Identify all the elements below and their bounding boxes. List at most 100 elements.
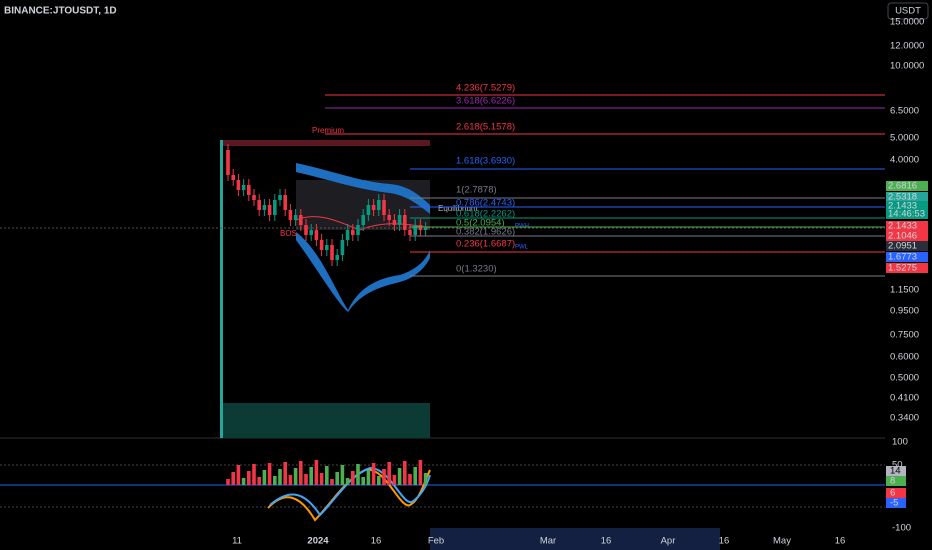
price-label: 0.9500 xyxy=(890,306,919,317)
volume-bar xyxy=(340,465,345,485)
volume-bar xyxy=(366,470,371,485)
equilibrium-label: Equilibrium xyxy=(438,204,478,213)
indicator-tag-label: -5 xyxy=(890,498,898,509)
candle-body xyxy=(257,200,261,210)
volume-bar xyxy=(397,468,402,485)
time-range-highlight xyxy=(430,528,720,550)
price-tag xyxy=(886,201,928,211)
price-label: 1.1500 xyxy=(890,285,919,296)
fib-label: 0.5(2.0954) xyxy=(456,218,505,229)
candle-body xyxy=(314,230,319,240)
fib-label: 0(1.3230) xyxy=(456,264,497,275)
candle-body xyxy=(236,180,241,190)
candle-body xyxy=(252,195,256,200)
volume-bar xyxy=(387,462,391,485)
volume-bar xyxy=(423,473,428,485)
price-tag xyxy=(886,263,928,273)
price-tag-label: 14:46:53 xyxy=(888,209,925,220)
volume-bar xyxy=(231,472,235,485)
indicator-axis-label: -100 xyxy=(892,523,911,534)
volume-bar xyxy=(273,476,277,485)
candle-body xyxy=(356,225,360,235)
price-tag-label: 2.1046 xyxy=(888,231,917,242)
candle-body xyxy=(423,228,428,230)
candle-body xyxy=(361,215,365,225)
volume-bar xyxy=(403,461,407,485)
fib-label: 0.618(2.2262) xyxy=(456,209,515,220)
price-label: 0.5000 xyxy=(890,373,919,384)
candle-body xyxy=(231,175,235,180)
volume-bar xyxy=(371,463,376,485)
pwl-label: PWL xyxy=(515,245,529,251)
volume-bar xyxy=(309,467,313,485)
volume-bar xyxy=(262,470,267,485)
price-tag xyxy=(886,231,928,241)
price-label: 0.3400 xyxy=(890,413,919,424)
candle-body xyxy=(340,240,345,255)
bos-label: BOS xyxy=(280,229,297,238)
fib-label: 4.236(7.5279) xyxy=(456,83,515,94)
candle-body xyxy=(345,230,350,240)
premium-label: Premium xyxy=(312,126,344,135)
time-label: Mar xyxy=(540,536,556,547)
price-tag-label: 2.1433 xyxy=(888,201,917,212)
currency-button[interactable] xyxy=(887,2,929,20)
price-tag-label: 2.6816 xyxy=(888,181,917,192)
band-lower xyxy=(296,232,430,312)
volume-bar xyxy=(361,477,365,485)
band-upper xyxy=(296,163,430,214)
volume-bar xyxy=(351,471,355,485)
volume-bar xyxy=(257,477,261,485)
candle-body xyxy=(325,245,329,250)
volume-bar xyxy=(304,474,308,485)
candle-body xyxy=(288,210,293,220)
price-label: 10.0000 xyxy=(890,61,924,72)
volume-bar xyxy=(293,468,298,485)
price-label: 4.0000 xyxy=(890,155,919,166)
currency[interactable]: USDT xyxy=(895,6,921,17)
volume-bar xyxy=(325,466,329,485)
price-label: 0.6000 xyxy=(890,352,919,363)
candle-body xyxy=(351,230,355,235)
price-label: 0.4100 xyxy=(890,393,919,404)
fib-label: 0.786(2.4743) xyxy=(456,198,515,209)
price-tag xyxy=(886,209,928,219)
price-tag-label: 2.0951 xyxy=(888,241,917,252)
fib-label: 1.618(3.6930) xyxy=(456,156,515,167)
fib-label: 3.618(6.6226) xyxy=(456,96,515,107)
candle-body xyxy=(283,195,287,210)
candle-body xyxy=(319,240,324,250)
volume-bar xyxy=(345,478,350,485)
volume-bar xyxy=(319,473,324,485)
candle-body xyxy=(304,225,308,235)
indicator-tag-label: 8 xyxy=(890,476,895,487)
indicator-tag xyxy=(886,488,906,498)
price-tag xyxy=(886,221,928,231)
indicator-axis-label: 100 xyxy=(892,437,908,448)
candle-body xyxy=(241,185,246,190)
price-label: 0.7500 xyxy=(890,330,919,341)
volume-bar xyxy=(413,467,417,485)
candle-body xyxy=(226,150,230,175)
premium-zone xyxy=(222,140,430,146)
discount-zone xyxy=(222,403,430,438)
volume-bar xyxy=(335,472,339,485)
indicator-tag xyxy=(886,476,906,486)
candle-body xyxy=(293,215,298,220)
candle-body xyxy=(397,215,402,225)
candle-body xyxy=(273,200,277,215)
candle-body xyxy=(403,215,407,230)
indicator-tag xyxy=(886,466,906,476)
price-tag-label: 1.5275 xyxy=(888,263,917,274)
volume-bar xyxy=(283,462,287,485)
time-label: May xyxy=(773,536,791,547)
fib-label: 0.236(1.6687) xyxy=(456,239,515,250)
volume-bar xyxy=(247,471,251,485)
volume-bar xyxy=(241,478,246,485)
candle-body xyxy=(371,205,376,210)
candle-body xyxy=(309,230,313,235)
volume-bar xyxy=(267,463,272,485)
candle-body xyxy=(413,225,417,235)
volume-bar xyxy=(377,476,381,485)
